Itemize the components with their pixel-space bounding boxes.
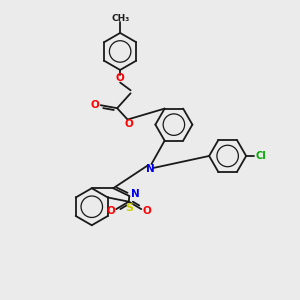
Text: O: O bbox=[116, 73, 124, 83]
Text: S: S bbox=[125, 203, 134, 213]
Text: N: N bbox=[146, 164, 154, 174]
Text: N: N bbox=[131, 189, 140, 199]
Text: O: O bbox=[90, 100, 99, 110]
Text: O: O bbox=[106, 206, 115, 216]
Text: O: O bbox=[142, 206, 151, 216]
Text: CH₃: CH₃ bbox=[111, 14, 129, 22]
Text: Cl: Cl bbox=[255, 151, 266, 161]
Text: O: O bbox=[124, 119, 133, 129]
